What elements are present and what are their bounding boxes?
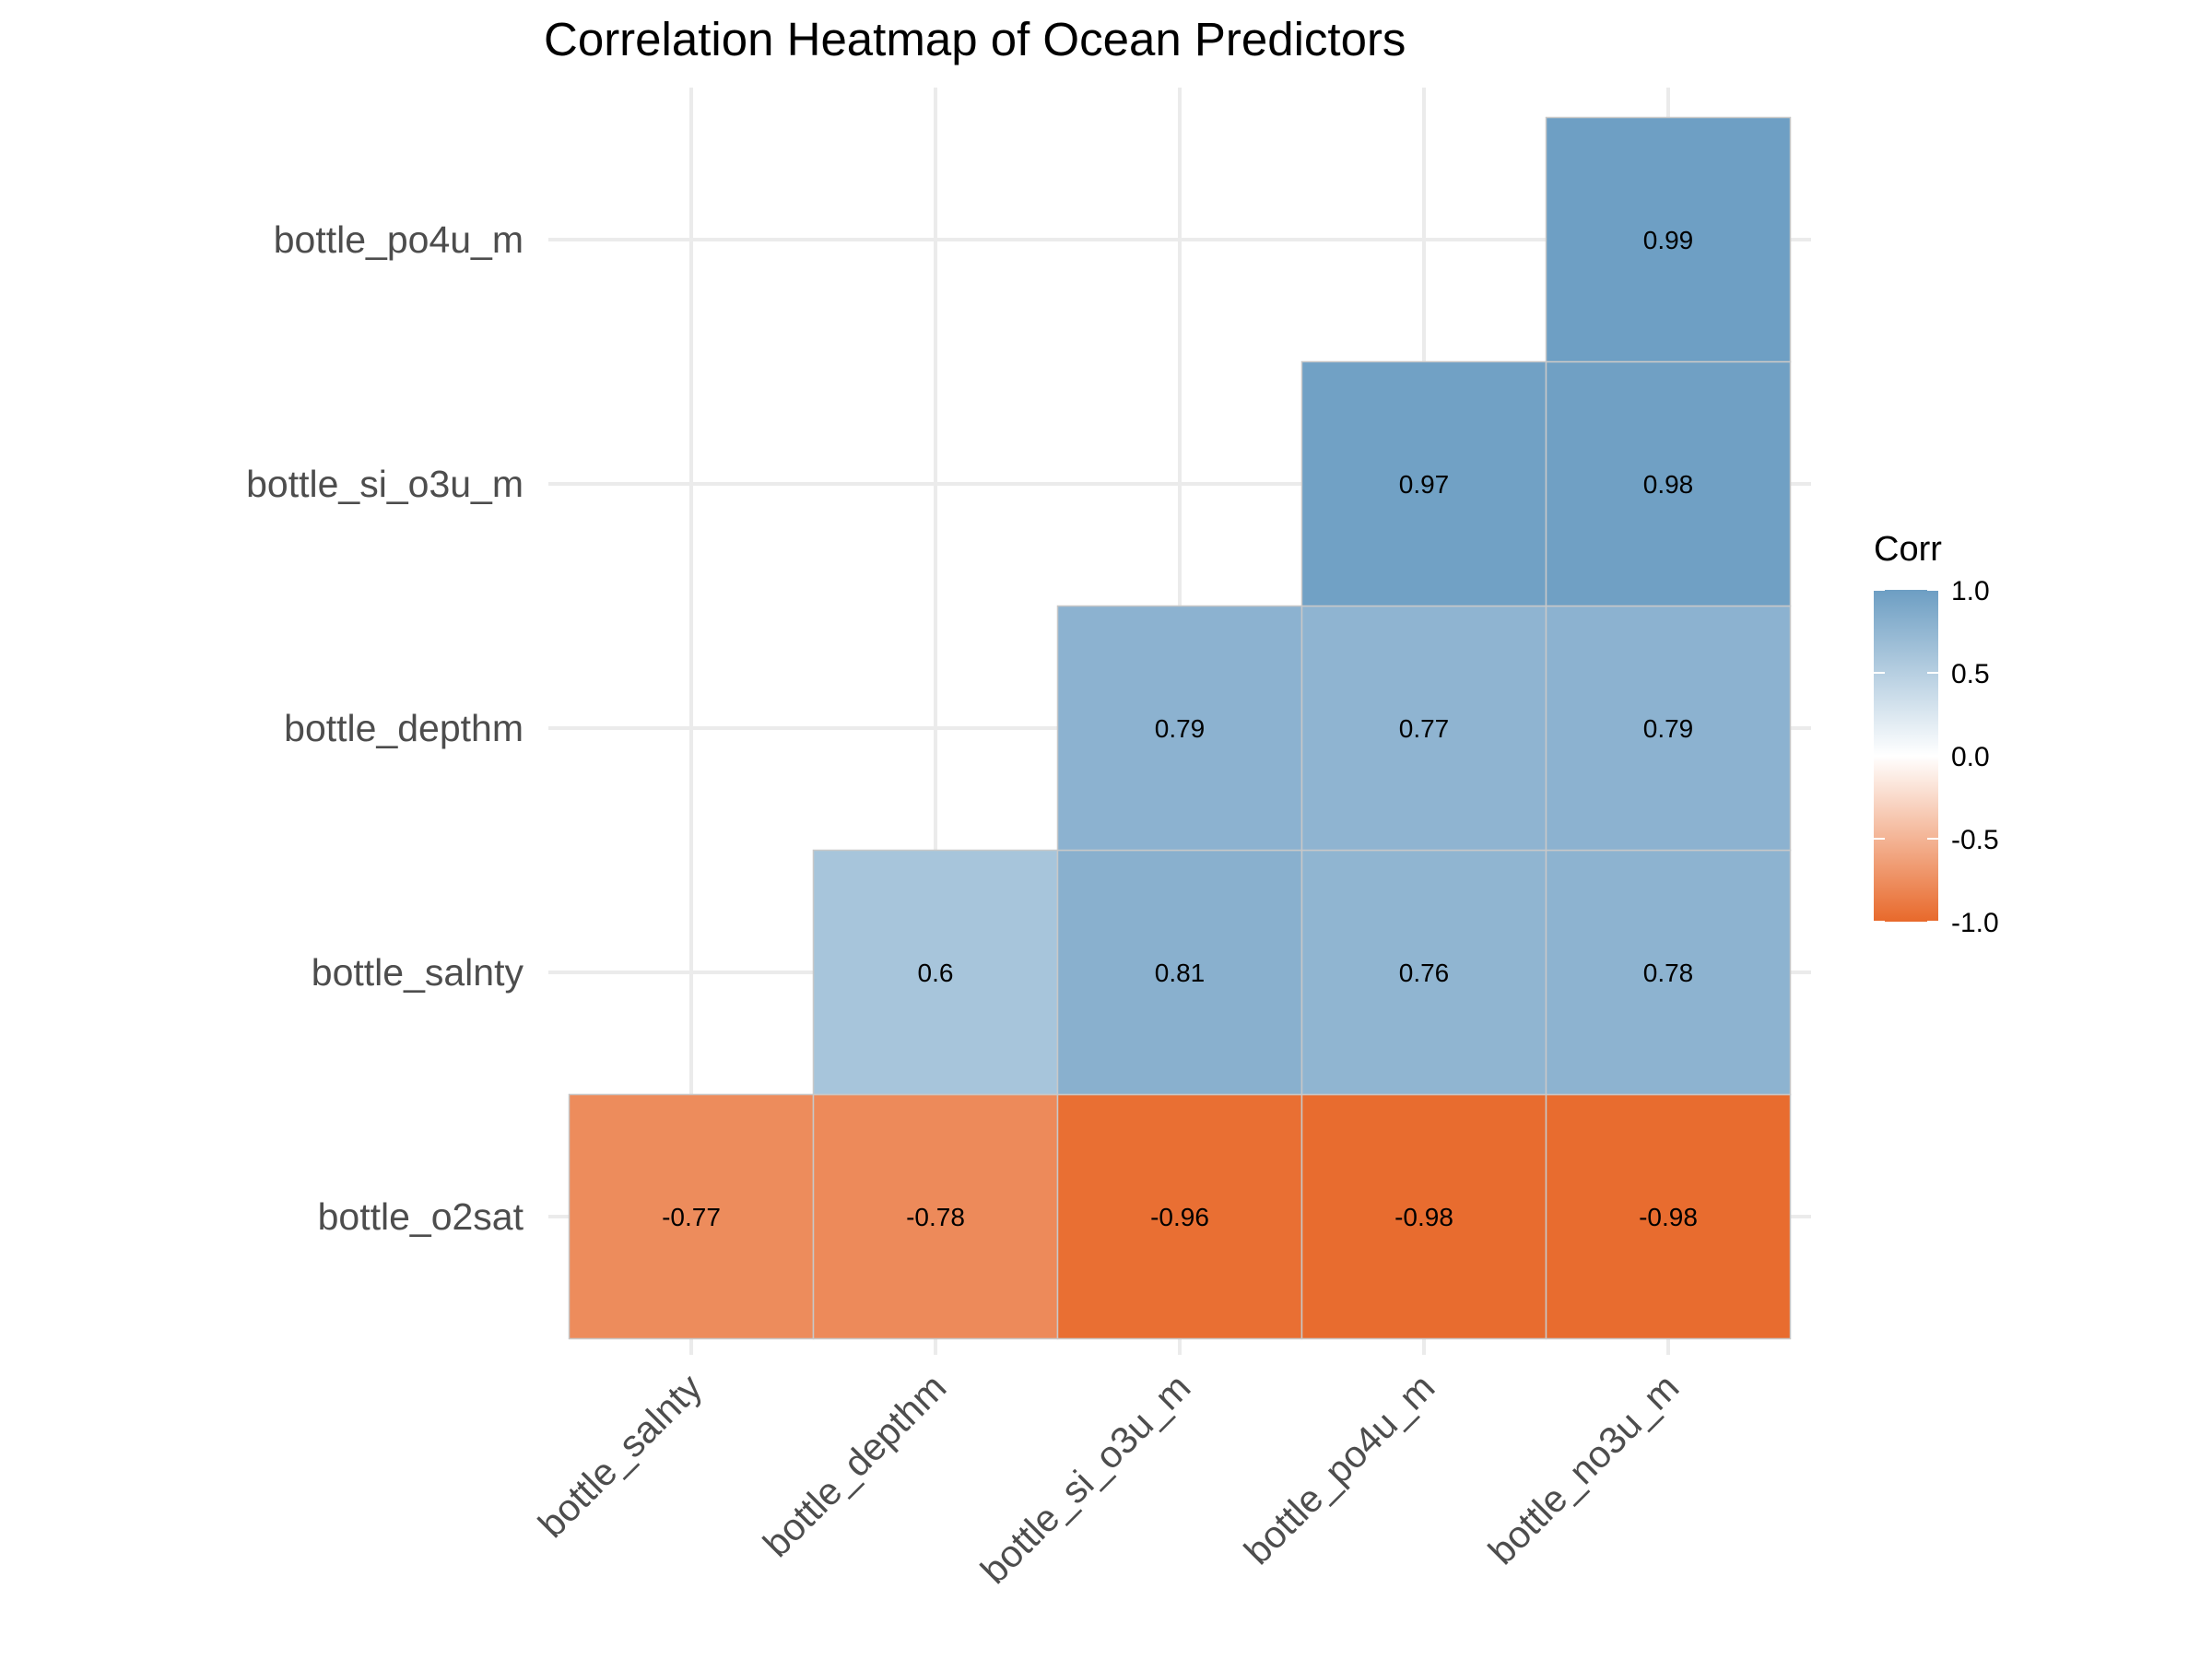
cell-value-label: 0.98: [1643, 470, 1694, 499]
y-tick-label: bottle_salnty: [312, 951, 524, 994]
heatmap-cell: [812, 849, 1059, 1096]
heatmap-cell: [1300, 849, 1547, 1096]
x-tick-label: bottle_salnty: [530, 1365, 711, 1546]
heatmap-cell: [568, 1093, 815, 1340]
heatmap-cell: [1300, 1093, 1547, 1340]
heatmap-cell: [1300, 360, 1547, 607]
cell-value-label: 0.78: [1643, 959, 1694, 987]
cell-value-label: 0.79: [1155, 714, 1206, 743]
cell-value-label: -0.98: [1394, 1203, 1453, 1231]
cell-value-label: -0.78: [906, 1203, 965, 1231]
heatmap-cell: [1545, 116, 1792, 363]
cell-value-label: 0.76: [1399, 959, 1450, 987]
x-tick-label: bottle_no3u_m: [1480, 1366, 1687, 1572]
cell-value-labels: -0.77 -0.78 -0.96 -0.98 -0.98 0.6 0.81 0.76 0.78…: [662, 226, 1698, 1231]
cell-value-label: -0.98: [1639, 1203, 1698, 1231]
cell-value-label: -0.77: [662, 1203, 721, 1231]
y-tick-label: bottle_si_o3u_m: [246, 463, 524, 505]
x-tick-label: bottle_si_o3u_m: [972, 1366, 1198, 1592]
x-axis-tick-labels: bottle_salnty bottle_depthm bottle_si_o3u_…: [530, 1365, 1687, 1592]
heatmap-cell: [1056, 605, 1303, 852]
cell-value-label: 0.99: [1643, 226, 1694, 254]
heatmap-cells: [568, 116, 1792, 1340]
heatmap-cell: [1545, 1093, 1792, 1340]
heatmap-cell: [1545, 605, 1792, 852]
legend-tick-label: 0.0: [1951, 742, 1990, 772]
cell-value-label: -0.96: [1150, 1203, 1209, 1231]
legend-tick-label: -0.5: [1951, 825, 1999, 855]
cell-value-label: 0.97: [1399, 470, 1450, 499]
heatmap-cell: [812, 1093, 1059, 1340]
y-tick-label: bottle_o2sat: [318, 1195, 524, 1238]
cell-value-label: 0.79: [1643, 714, 1694, 743]
legend-tick-label: 0.5: [1951, 659, 1990, 689]
y-tick-label: bottle_po4u_m: [274, 218, 524, 261]
y-axis-tick-labels: bottle_o2sat bottle_salnty bottle_depthm bo…: [246, 218, 524, 1238]
y-tick-label: bottle_depthm: [284, 707, 524, 749]
x-tick-label: bottle_po4u_m: [1236, 1366, 1442, 1572]
legend-title: Corr: [1874, 530, 1942, 569]
legend-tick-label: 1.0: [1951, 576, 1990, 606]
chart-title: Correlation Heatmap of Ocean Predictors: [544, 13, 1406, 65]
color-legend: Corr 1.0 0.5 0.0 -0.5 -1.0: [1874, 530, 1999, 938]
x-tick-label: bottle_depthm: [755, 1366, 954, 1565]
heatmap-cell: [1056, 849, 1303, 1096]
cell-value-label: 0.81: [1155, 959, 1206, 987]
heatmap-cell: [1300, 605, 1547, 852]
cell-value-label: 0.77: [1399, 714, 1450, 743]
cell-value-label: 0.6: [918, 959, 954, 987]
heatmap-cell: [1056, 1093, 1303, 1340]
heatmap-cell: [1545, 849, 1792, 1096]
legend-tick-label: -1.0: [1951, 908, 1999, 938]
